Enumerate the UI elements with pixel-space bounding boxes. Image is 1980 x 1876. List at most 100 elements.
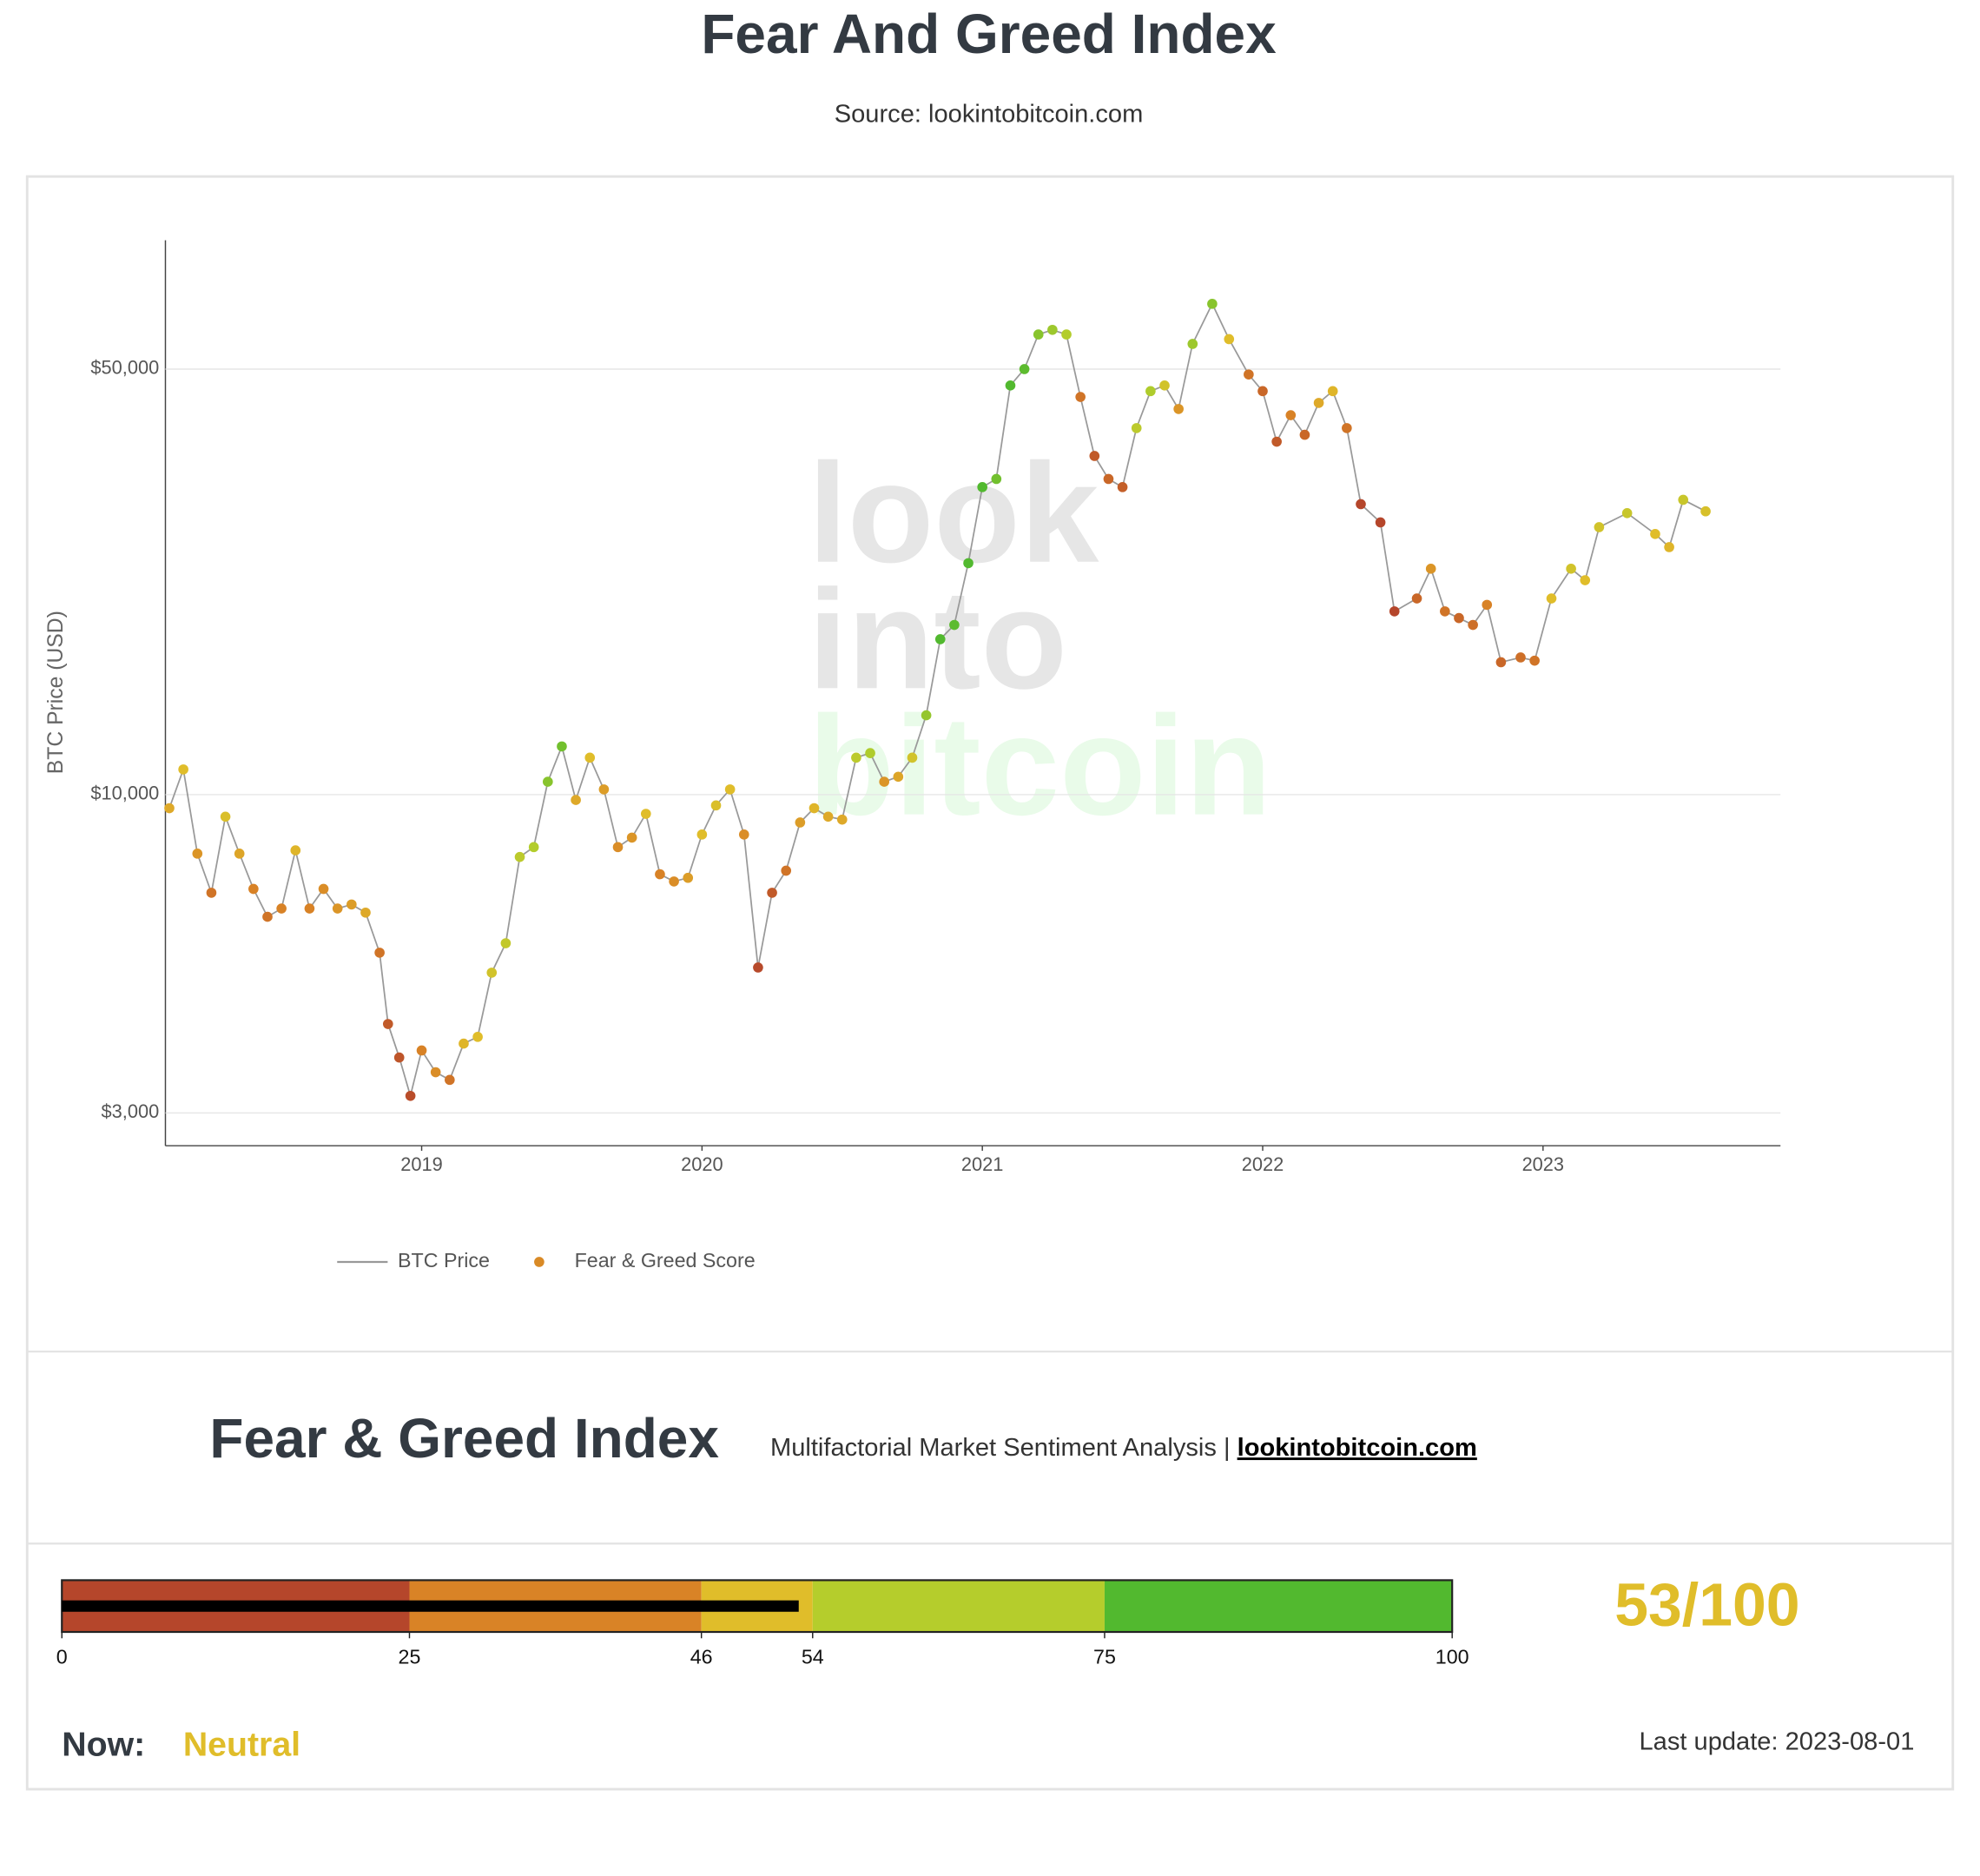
score-point (1224, 334, 1235, 345)
score-point (669, 876, 679, 887)
score-point (1356, 499, 1366, 510)
y-tick-label: $3,000 (102, 1100, 160, 1122)
score-point (192, 849, 203, 859)
score-point (486, 968, 498, 978)
score-point (753, 962, 763, 973)
panel-subtitle-text: Multifactorial Market Sentiment Analysis… (770, 1434, 1238, 1462)
gauge-bar (62, 1600, 799, 1612)
score-point (382, 1019, 393, 1029)
score-point (1047, 324, 1058, 335)
score-point (767, 888, 777, 898)
legend-label: BTC Price (398, 1249, 490, 1272)
score-point (612, 842, 624, 853)
gauge-tick-label: 75 (1093, 1646, 1116, 1668)
card (25, 175, 1955, 1791)
x-tick-label: 2021 (961, 1153, 1003, 1175)
score-point (1005, 380, 1016, 391)
score-point (1678, 494, 1689, 505)
score-point (164, 803, 175, 814)
score-point (1327, 386, 1338, 397)
score-point (557, 741, 567, 752)
x-tick-label: 2020 (681, 1153, 723, 1175)
score-point (836, 814, 848, 825)
page-title: Fear And Greed Index (701, 3, 1277, 65)
legend-label: Fear & Greed Score (575, 1249, 756, 1272)
score-point (1173, 404, 1184, 414)
watermark: bitcoin (808, 687, 1272, 845)
now-label: Now: (62, 1726, 145, 1764)
score-point (907, 752, 918, 763)
now-value: Neutral (183, 1726, 300, 1764)
score-point (1075, 392, 1086, 402)
score-point (1299, 429, 1310, 440)
score-point (781, 865, 792, 876)
score-point (1546, 593, 1557, 604)
score-point (276, 903, 287, 914)
score-point (1131, 423, 1142, 433)
score-point (851, 752, 861, 763)
gauge-tick-label: 54 (802, 1646, 824, 1668)
score-point (1440, 606, 1450, 617)
score-point (795, 817, 806, 828)
score-point (710, 800, 722, 811)
score-point (1468, 619, 1478, 631)
score-point (262, 911, 273, 922)
score-point (1244, 369, 1254, 380)
score-point (963, 558, 974, 569)
score-point (1159, 380, 1170, 391)
score-point (234, 849, 245, 859)
score-point (430, 1067, 441, 1078)
y-tick-label: $50,000 (90, 357, 159, 379)
score-point (393, 1052, 405, 1063)
gauge-band (812, 1580, 1105, 1633)
score-point (822, 811, 834, 822)
panel-link[interactable]: lookintobitcoin.com (1238, 1434, 1477, 1462)
score-point (949, 619, 960, 631)
y-tick-label: $10,000 (90, 783, 159, 804)
score-point (696, 829, 708, 840)
score-point (1342, 423, 1352, 433)
score-point (459, 1038, 469, 1049)
score-point (374, 948, 385, 958)
score-point (178, 764, 188, 775)
score-point (808, 803, 820, 814)
score-point (1033, 329, 1044, 340)
score-point (290, 845, 301, 855)
score-point (1271, 436, 1282, 447)
score-point (893, 771, 904, 783)
score-point (318, 883, 329, 895)
score-point (1482, 599, 1493, 611)
score-point (472, 1032, 483, 1042)
score-point (865, 748, 875, 758)
score-point (1700, 505, 1711, 517)
score-point (655, 869, 665, 880)
score-point (1257, 386, 1268, 397)
x-tick-label: 2022 (1242, 1153, 1284, 1175)
score-point (332, 903, 343, 914)
score-point (640, 809, 651, 819)
panel-subtitle: Multifactorial Market Sentiment Analysis… (770, 1434, 1477, 1462)
score-point (360, 907, 371, 918)
score-point (921, 710, 932, 721)
score-point (1375, 517, 1386, 528)
gauge-tick-label: 25 (399, 1646, 421, 1668)
score-point (1515, 652, 1526, 663)
score-point (1650, 529, 1660, 539)
score-point (571, 795, 581, 805)
watermark: look (808, 434, 1099, 592)
gauge-band (1104, 1580, 1453, 1633)
score-point (1425, 564, 1436, 574)
score-point (1019, 364, 1030, 374)
page-subtitle: Source: lookintobitcoin.com (835, 100, 1144, 128)
score-point (1089, 451, 1100, 461)
score-point (991, 473, 1002, 485)
score-point (1313, 398, 1324, 408)
score-point (1389, 606, 1400, 617)
score-point (1285, 410, 1297, 420)
score-point (206, 888, 217, 898)
score-point (1117, 482, 1128, 492)
x-tick-label: 2023 (1522, 1153, 1565, 1175)
score-point (304, 903, 315, 914)
